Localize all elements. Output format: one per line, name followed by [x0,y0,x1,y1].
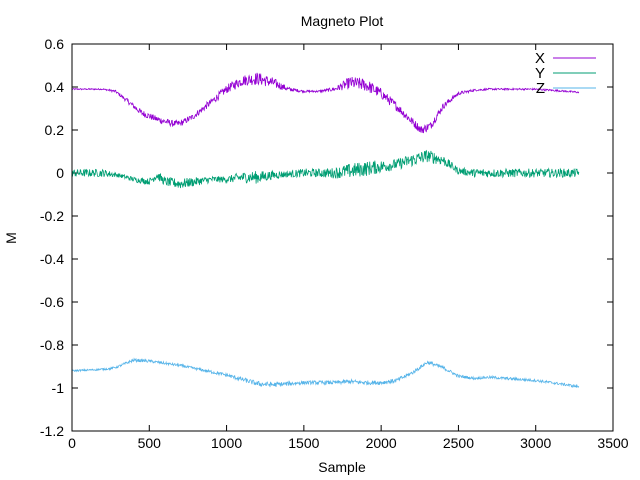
y-tick-label: 0.6 [45,36,65,52]
x-tick-label: 500 [138,435,162,451]
y-tick-label: 0 [56,165,64,181]
x-tick-label: 1500 [288,435,319,451]
legend-label-z: Z [536,80,545,97]
y-tick-label: 0.4 [45,79,65,95]
plot-frame [71,43,614,432]
legend-label-x: X [535,50,545,67]
series-line-z [71,357,580,389]
y-tick-label: -0.2 [40,208,64,224]
legend: XYZ [535,50,596,97]
x-tick-label: 3000 [520,435,551,451]
x-tick-label: 1000 [211,435,242,451]
y-axis-label: M [3,232,19,244]
y-tick-label: -1.2 [40,423,64,439]
y-tick-label: -0.8 [40,337,64,353]
x-tick-label: 3500 [597,435,628,451]
y-tick-label: -0.6 [40,294,64,310]
legend-label-y: Y [535,65,545,82]
y-tick-label: -1 [52,380,65,396]
y-tick-label: 0.2 [45,122,65,138]
x-tick-label: 0 [68,435,76,451]
x-tick-label: 2500 [443,435,474,451]
y-tick-label: -0.4 [40,251,64,267]
x-tick-label: 2000 [366,435,397,451]
series-layer [71,72,580,389]
series-line-y [71,149,580,189]
chart-title: Magneto Plot [301,13,384,29]
series-line-x [71,72,580,134]
axis-ticks: 0 500 1000 1500 2000 2500 3000 3500 -1.2 -1 -0.8 -0… [40,36,629,451]
x-axis-label: Sample [318,459,366,475]
